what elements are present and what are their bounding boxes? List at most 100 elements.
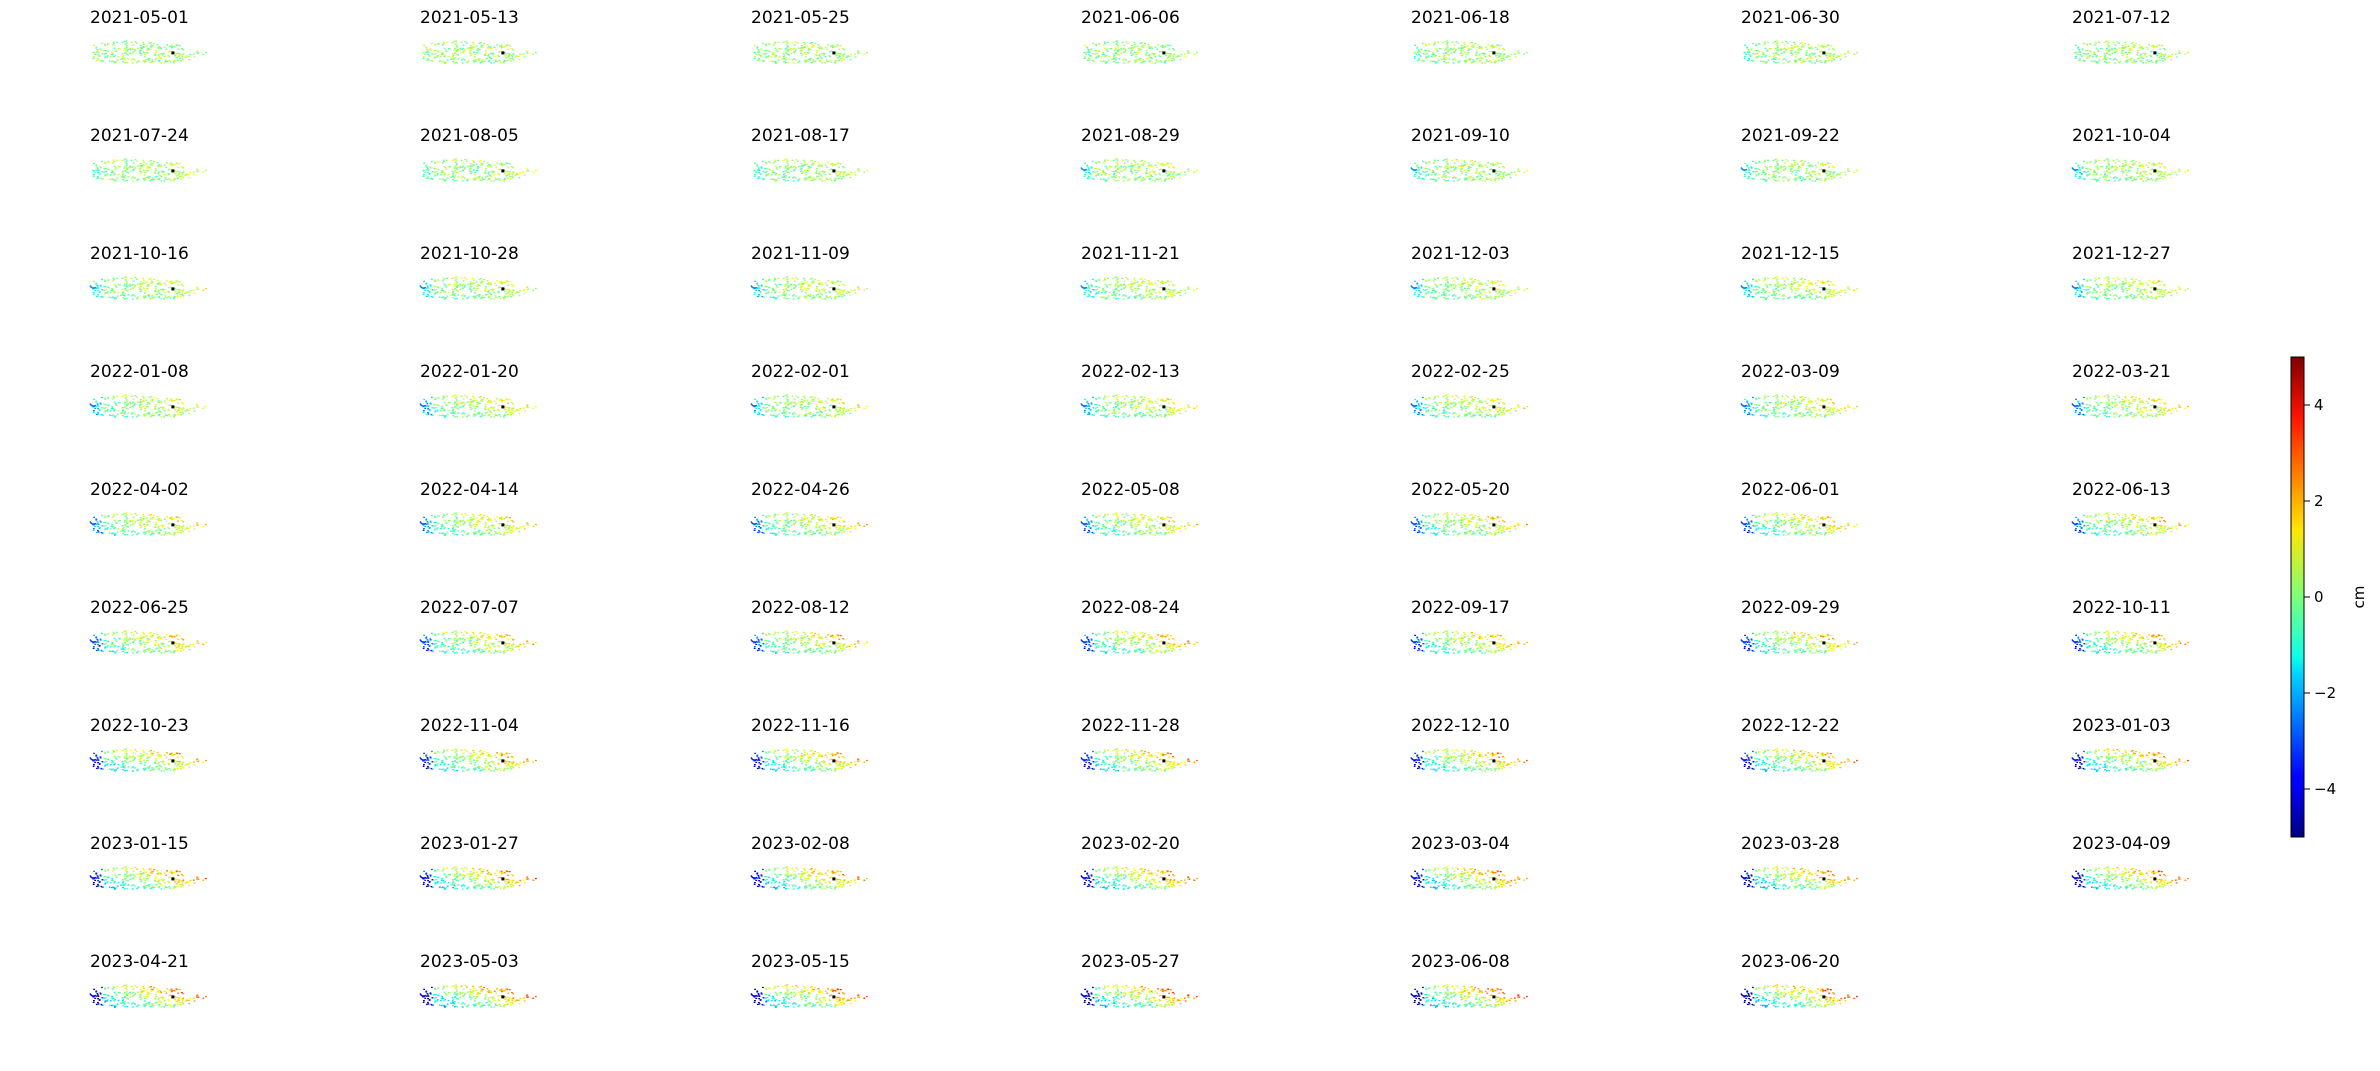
map-point — [471, 46, 473, 49]
map-point — [156, 293, 159, 295]
map-point — [1825, 178, 1827, 180]
map-point — [758, 290, 760, 292]
map-point — [2136, 168, 2139, 170]
map-point — [1427, 55, 1430, 57]
map-point — [168, 60, 171, 62]
map-point — [765, 56, 768, 58]
map-point — [456, 61, 459, 64]
map-point — [147, 47, 149, 50]
map-point — [493, 298, 496, 300]
map-point — [483, 178, 486, 180]
map-point — [1773, 175, 1775, 177]
map-point — [1129, 286, 1132, 288]
map-point — [1153, 53, 1156, 55]
map-point — [839, 163, 842, 165]
map-point — [1165, 296, 1167, 298]
map-point — [429, 285, 432, 287]
map-point — [101, 42, 103, 45]
map-point — [1144, 42, 1146, 45]
map-point — [1429, 178, 1432, 180]
map-point — [487, 164, 490, 166]
displacement-map — [92, 158, 207, 182]
map-point — [1478, 291, 1481, 293]
map-point — [1744, 162, 1746, 164]
map-point — [131, 48, 134, 50]
map-panel: 2021-05-01 — [88, 8, 418, 126]
map-point — [1481, 293, 1484, 296]
map-point — [843, 172, 846, 174]
map-point — [452, 176, 455, 178]
map-point — [508, 53, 511, 55]
map-point — [1415, 289, 1418, 291]
map-point — [2107, 49, 2110, 51]
map-point — [1434, 283, 1437, 285]
map-point — [757, 284, 760, 287]
map-point — [1770, 48, 1772, 50]
map-point — [516, 173, 518, 175]
map-point — [453, 59, 456, 61]
map-point — [1828, 48, 1830, 50]
map-point — [107, 161, 110, 163]
map-point — [1431, 289, 1434, 292]
map-point — [1795, 177, 1798, 179]
map-point — [1778, 58, 1781, 60]
map-point — [1838, 55, 1841, 57]
map-point — [179, 175, 181, 178]
map-point — [499, 163, 501, 165]
map-point — [2158, 162, 2161, 164]
map-point — [1835, 56, 1838, 58]
map-point — [1487, 296, 1490, 299]
map-point — [788, 167, 790, 169]
map-point — [144, 60, 147, 62]
map-point — [1165, 178, 1167, 180]
map-point — [2151, 163, 2153, 165]
map-point — [149, 298, 152, 300]
map-point — [1143, 280, 1145, 283]
map-point — [469, 170, 472, 172]
map-point — [1145, 58, 1148, 60]
map-point — [1130, 290, 1133, 293]
map-point — [757, 168, 760, 170]
map-point — [1448, 49, 1450, 51]
map-point — [830, 168, 833, 170]
map-point — [430, 295, 433, 298]
map-point — [1113, 56, 1115, 58]
map-point — [446, 41, 448, 43]
map-point — [187, 291, 190, 293]
map-point — [104, 293, 106, 295]
map-point — [131, 59, 133, 61]
map-point — [787, 61, 790, 64]
map-point — [150, 162, 153, 164]
map-point — [1824, 46, 1827, 48]
map-point — [1477, 44, 1480, 46]
map-point — [2118, 42, 2120, 44]
map-point — [1496, 57, 1499, 59]
map-point — [1158, 172, 1161, 175]
map-point — [1466, 281, 1469, 283]
map-point — [146, 285, 149, 287]
map-point — [1843, 53, 1846, 55]
map-point — [2149, 51, 2152, 53]
map-point — [804, 61, 807, 63]
map-point — [1827, 174, 1830, 177]
map-point — [1161, 44, 1164, 46]
map-point — [1161, 281, 1164, 283]
map-point — [1424, 285, 1427, 288]
map-point — [1148, 46, 1151, 48]
map-point — [116, 295, 119, 297]
map-point — [452, 174, 454, 176]
map-point — [806, 288, 809, 290]
map-point — [1139, 160, 1142, 162]
map-point — [800, 283, 803, 285]
map-point — [473, 56, 476, 58]
map-point — [1141, 44, 1144, 46]
map-point — [790, 167, 793, 169]
map-point — [123, 165, 126, 167]
map-point — [131, 180, 134, 182]
map-point — [1103, 296, 1105, 298]
map-point — [129, 288, 132, 290]
map-point — [1826, 170, 1829, 173]
map-point — [1497, 292, 1500, 295]
map-point — [454, 293, 457, 295]
map-point — [2160, 54, 2163, 56]
